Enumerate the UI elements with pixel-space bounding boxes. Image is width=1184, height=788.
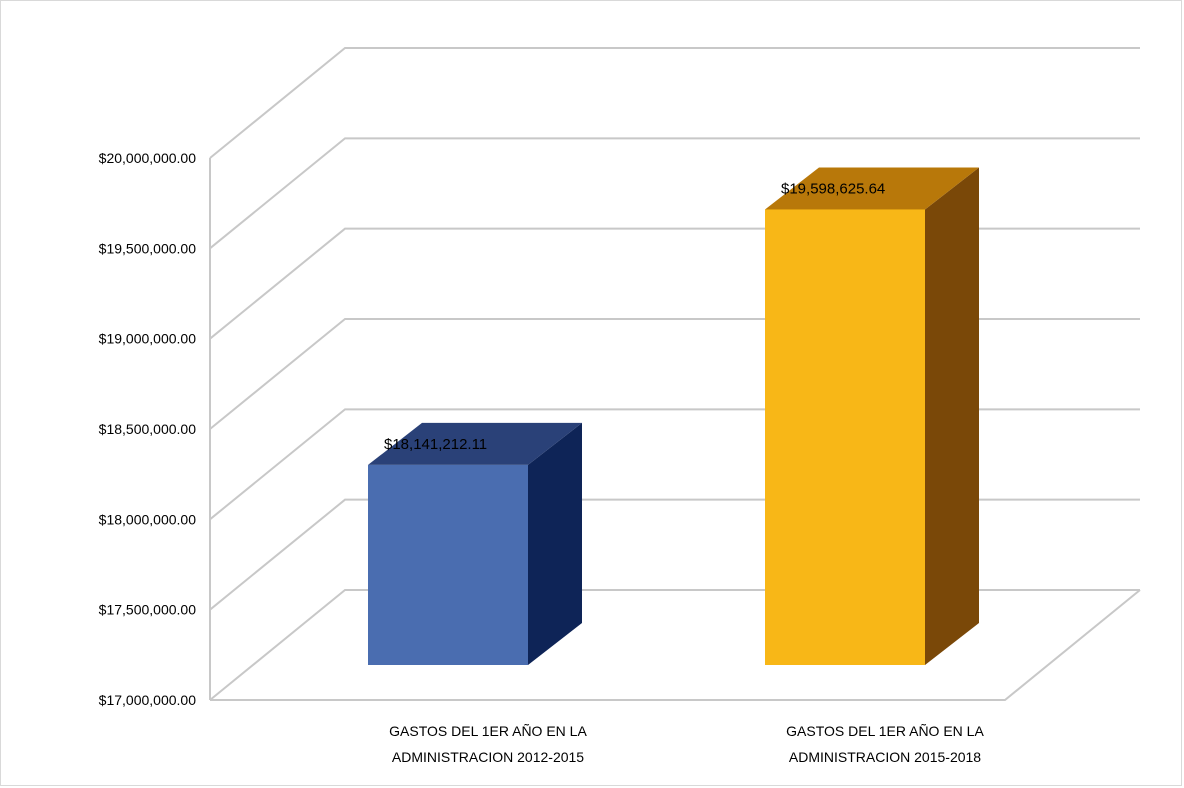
bar-1 xyxy=(368,422,582,665)
y-tick-label: $19,500,000.00 xyxy=(99,240,197,256)
category-label-line: GASTOS DEL 1ER AÑO EN LA xyxy=(786,723,984,739)
y-tick-label: $17,000,000.00 xyxy=(99,692,197,708)
data-label: $19,598,625.64 xyxy=(781,180,885,197)
bar-front-face xyxy=(368,464,528,665)
gridline xyxy=(209,318,1140,430)
gridline xyxy=(209,498,1140,611)
gridline xyxy=(209,47,1140,159)
gridline xyxy=(209,408,1140,521)
gridline xyxy=(209,137,1140,250)
bar-top-face xyxy=(765,167,979,210)
bar-front-face xyxy=(765,209,925,665)
category-label-line: ADMINISTRACION 2015-2018 xyxy=(789,749,981,765)
gridline xyxy=(209,589,1140,701)
y-axis-tick-labels: $17,000,000.00 $17,500,000.00 $18,000,000.… xyxy=(99,150,197,708)
category-label: GASTOS DEL 1ER AÑO EN LA ADMINISTRACION 2… xyxy=(786,723,984,765)
data-label: $18,141,212.11 xyxy=(384,436,487,453)
bars xyxy=(368,167,979,665)
gridlines xyxy=(209,47,1141,701)
floor-edge xyxy=(210,589,1141,701)
bar-2 xyxy=(765,167,979,665)
gridline xyxy=(209,227,1140,340)
category-label: GASTOS DEL 1ER AÑO EN LA ADMINISTRACION 2… xyxy=(389,723,587,765)
bar-top-face xyxy=(368,422,582,465)
bar-side-face xyxy=(528,422,582,665)
category-label-line: ADMINISTRACION 2012-2015 xyxy=(392,749,584,765)
y-tick-label: $20,000,000.00 xyxy=(99,150,197,166)
y-tick-label: $18,500,000.00 xyxy=(99,421,197,437)
category-labels: GASTOS DEL 1ER AÑO EN LA ADMINISTRACION 2… xyxy=(389,723,984,765)
y-tick-label: $18,000,000.00 xyxy=(99,511,197,527)
bar-side-face xyxy=(925,167,979,665)
data-labels: $18,141,212.11 $19,598,625.64 xyxy=(384,180,885,452)
y-tick-label: $17,500,000.00 xyxy=(99,602,197,618)
category-label-line: GASTOS DEL 1ER AÑO EN LA xyxy=(389,723,587,739)
y-tick-label: $19,000,000.00 xyxy=(99,331,197,347)
